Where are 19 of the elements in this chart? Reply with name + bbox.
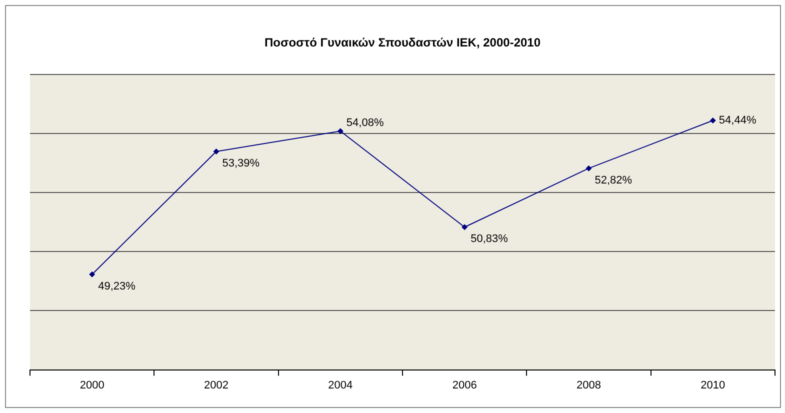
data-label: 50,83% <box>470 233 508 246</box>
data-label: 54,08% <box>346 117 384 130</box>
chart-title: Ποσοστό Γυναικών Σπουδαστών ΙΕΚ, 2000-2010 <box>264 36 541 50</box>
point <box>213 148 220 154</box>
x-tick-label: 2004 <box>328 379 353 392</box>
point <box>710 117 716 124</box>
x-tick-label: 2008 <box>576 379 601 392</box>
x-tick-label: 2010 <box>700 379 726 392</box>
x-tick-label: 2006 <box>452 379 477 392</box>
point <box>89 271 96 278</box>
data-label: 54,44% <box>718 114 756 127</box>
x-tick-label: 2000 <box>80 379 104 392</box>
data-label: 49,23% <box>98 280 136 292</box>
point <box>462 224 468 230</box>
point <box>586 165 592 172</box>
data-label: 53,39% <box>222 158 260 170</box>
x-tick-label: 2002 <box>204 379 228 392</box>
point <box>337 128 344 134</box>
data-label: 52,82% <box>594 174 632 186</box>
